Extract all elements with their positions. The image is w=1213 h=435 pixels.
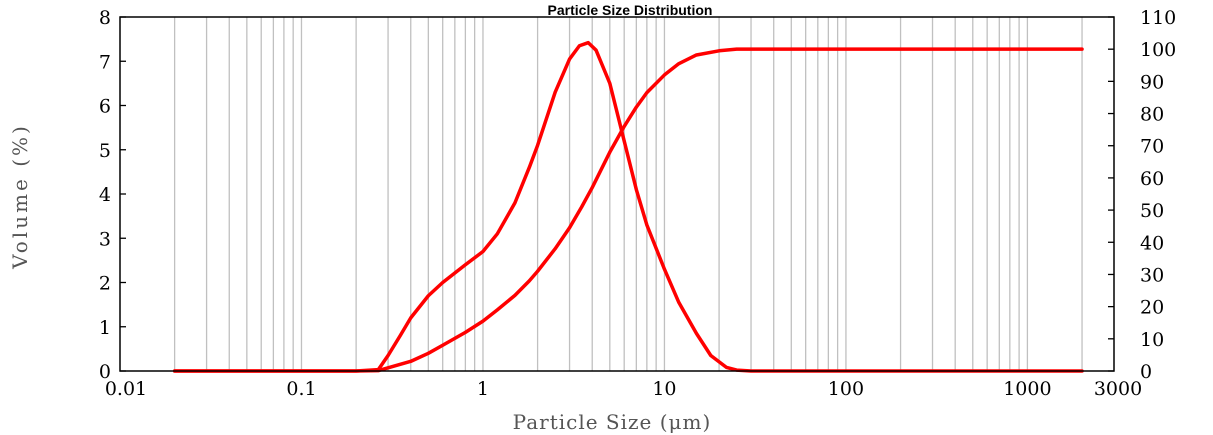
y-right-tick-label: 60	[1140, 168, 1164, 190]
y-left-tick-label: 1	[99, 317, 111, 339]
x-tick-label: 0.1	[286, 378, 316, 400]
y-right-tick-label: 110	[1140, 7, 1176, 29]
plot-frame	[119, 16, 1115, 372]
grid-layer	[173, 17, 1083, 371]
y-right-tick-label: 100	[1140, 39, 1176, 61]
y-axis-label-left: Volume (%)	[8, 123, 32, 270]
x-tick-label: 1	[477, 378, 489, 400]
y-left-tick-label: 8	[99, 7, 111, 29]
y-left-tick-label: 0	[99, 361, 111, 383]
y-right-tick-label: 0	[1140, 361, 1152, 383]
y-right-tick-label: 90	[1140, 71, 1164, 93]
x-tick-label: 100	[828, 378, 864, 400]
y-right-tick-label: 30	[1140, 264, 1164, 286]
x-tick-label: 1000	[1003, 378, 1051, 400]
y-right-tick-label: 50	[1140, 200, 1164, 222]
x-tick-label: 0.01	[105, 378, 147, 400]
y-left-tick-label: 5	[99, 140, 111, 162]
y-left-tick-label: 3	[99, 228, 111, 250]
volume-distribution-line	[172, 40, 1084, 373]
y-left-tick-label: 6	[99, 96, 111, 118]
tick-layer: 0.01 0.1 1 10 100 1000 30000123456780102030405…	[99, 7, 1176, 400]
series-layer	[172, 40, 1084, 373]
y-right-tick-label: 10	[1140, 329, 1164, 351]
y-left-tick-label: 4	[99, 184, 111, 206]
y-left-tick-label: 7	[99, 51, 111, 73]
x-tick-label: 3000	[1094, 378, 1142, 400]
y-right-tick-label: 20	[1140, 297, 1164, 319]
chart-title: Particle Size Distribution	[548, 2, 713, 18]
x-axis-label: Particle Size (μm)	[513, 410, 712, 434]
y-right-tick-label: 40	[1140, 232, 1164, 254]
y-right-tick-label: 80	[1140, 104, 1164, 126]
y-left-tick-label: 2	[99, 273, 111, 295]
y-right-tick-label: 70	[1140, 136, 1164, 158]
cumulative-volume-line	[172, 47, 1084, 373]
x-tick-label: 10	[652, 378, 676, 400]
